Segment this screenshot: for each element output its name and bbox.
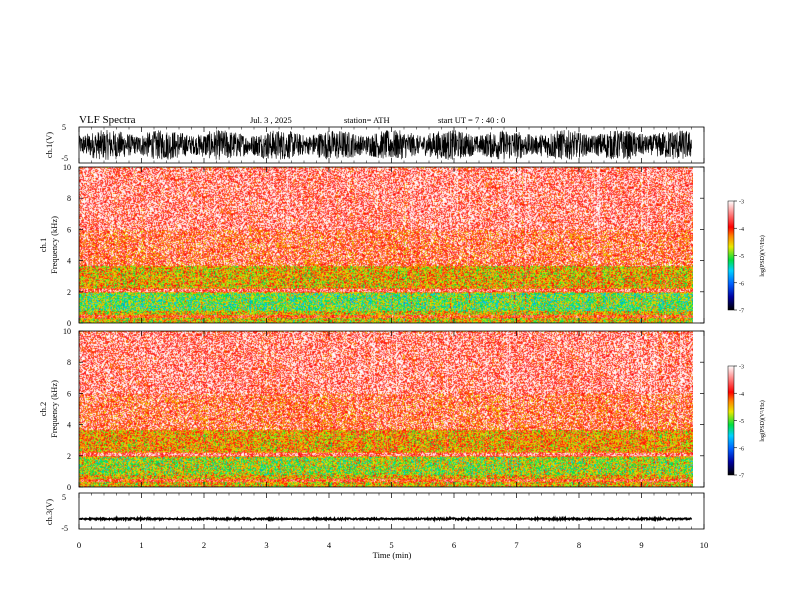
ch3-waveform-frame: [78, 492, 705, 530]
time-tick-label: 10: [700, 540, 709, 550]
ch3-waveform-trace: [78, 515, 693, 523]
ch2-spectrogram-ylabel-frequency: Frequency (kHz): [49, 380, 59, 438]
ch2-spectrogram-ytick-label: 2: [67, 452, 71, 461]
time-tick-label: 5: [389, 540, 393, 550]
date-label: Jul. 3 , 2025: [250, 115, 292, 125]
ch2-spectrogram-ytick-label: 6: [67, 389, 71, 398]
ch1-colorbar-label: log(PSD)(V²/Hz): [759, 235, 766, 276]
ch1-colorbar-tick-label: -6: [739, 281, 744, 287]
ch2-spectrogram-panel: 0 2 4 6 8 10 ch.2 Frequency (kHz): [38, 327, 705, 492]
ch3-waveform-panel: 5 -5 ch.3(V): [44, 492, 705, 533]
ch2-colorbar-tick-label: -4: [739, 392, 744, 398]
time-tick-label: 0: [77, 540, 81, 550]
station-label: station= ATH: [344, 115, 390, 125]
ch1-colorbar-tick-label: -5: [739, 254, 744, 260]
ch3-ylabel: ch.3(V): [44, 499, 54, 525]
ch2-colorbar-tick-label: -5: [739, 419, 744, 425]
ch1-colorbar-gradient: [728, 201, 734, 310]
ch2-colorbar-label: log(PSD)(V²/Hz): [759, 400, 766, 441]
ch1-colorbar: -3 -4 -5 -6 -7 log(PSD)(V²/Hz): [727, 200, 766, 315]
ch3-ytick-top: 5: [62, 493, 66, 502]
ch1-spectrogram-ytick-label: 0: [67, 319, 71, 328]
ch2-colorbar-tick-label: -3: [739, 365, 744, 371]
ch1-ytick-bottom: -5: [61, 154, 68, 163]
figure-title: VLF Spectra: [79, 114, 136, 126]
ch2-colorbar-tick-label: -7: [739, 474, 744, 480]
time-tick-label: 4: [327, 540, 332, 550]
ch3-ytick-bottom: -5: [61, 524, 68, 533]
ch1-spectrogram-ylabel-channel: ch.1: [38, 238, 48, 252]
ch1-colorbar-tick-label: -7: [739, 309, 744, 315]
ch1-spectrogram-ytick-label: 8: [67, 194, 71, 203]
time-axis: 0 1 2 3 4 5 6 7 8 9 10: [77, 127, 708, 550]
x-axis-label: Time (min): [373, 550, 412, 560]
time-tick-label: 2: [202, 540, 206, 550]
start-time-label: start UT = 7 : 40 : 0: [438, 115, 505, 125]
ch1-waveform-trace: [78, 129, 692, 160]
ch2-colorbar-tick-label: -6: [739, 446, 744, 452]
ch2-spectrogram-ytick-label: 0: [67, 483, 71, 492]
time-tick-label: 9: [639, 540, 643, 550]
ch1-spectrogram-ytick-label: 2: [67, 288, 71, 297]
ch1-spectrogram-heatmap: [79, 167, 693, 323]
ch1-spectrogram-panel: 0 2 4 6 8 10 ch.1 Frequency (kHz): [38, 163, 705, 328]
ch2-spectrogram-ytick-label: 10: [63, 327, 71, 336]
ch2-colorbar-gradient: [728, 366, 734, 475]
ch1-spectrogram-ytick-label: 6: [67, 225, 71, 234]
time-tick-label: 1: [139, 540, 143, 550]
ch1-spectrogram-ytick-label: 4: [67, 257, 71, 266]
time-tick-label: 8: [577, 540, 581, 550]
ch1-ytick-top: 5: [62, 123, 66, 132]
ch2-colorbar: -3 -4 -5 -6 -7 log(PSD)(V²/Hz): [727, 365, 766, 480]
time-tick-label: 6: [452, 540, 456, 550]
ch1-spectrogram-ylabel-frequency: Frequency (kHz): [49, 216, 59, 274]
ch1-colorbar-tick-label: -4: [739, 227, 744, 233]
ch2-spectrogram-ylabel-channel: ch.2: [38, 402, 48, 416]
ch1-colorbar-tick-label: -3: [739, 200, 744, 206]
time-tick-label: 3: [264, 540, 268, 550]
ch1-waveform-panel: 5 -5 ch.1(V): [44, 123, 705, 164]
ch1-ylabel: ch.1(V): [44, 132, 54, 158]
ch2-spectrogram-ytick-label: 4: [67, 421, 71, 430]
time-tick-label: 7: [514, 540, 518, 550]
ch2-spectrogram-ytick-label: 8: [67, 358, 71, 367]
ch1-spectrogram-ytick-label: 10: [63, 163, 71, 172]
ch2-spectrogram-heatmap: [79, 331, 693, 487]
